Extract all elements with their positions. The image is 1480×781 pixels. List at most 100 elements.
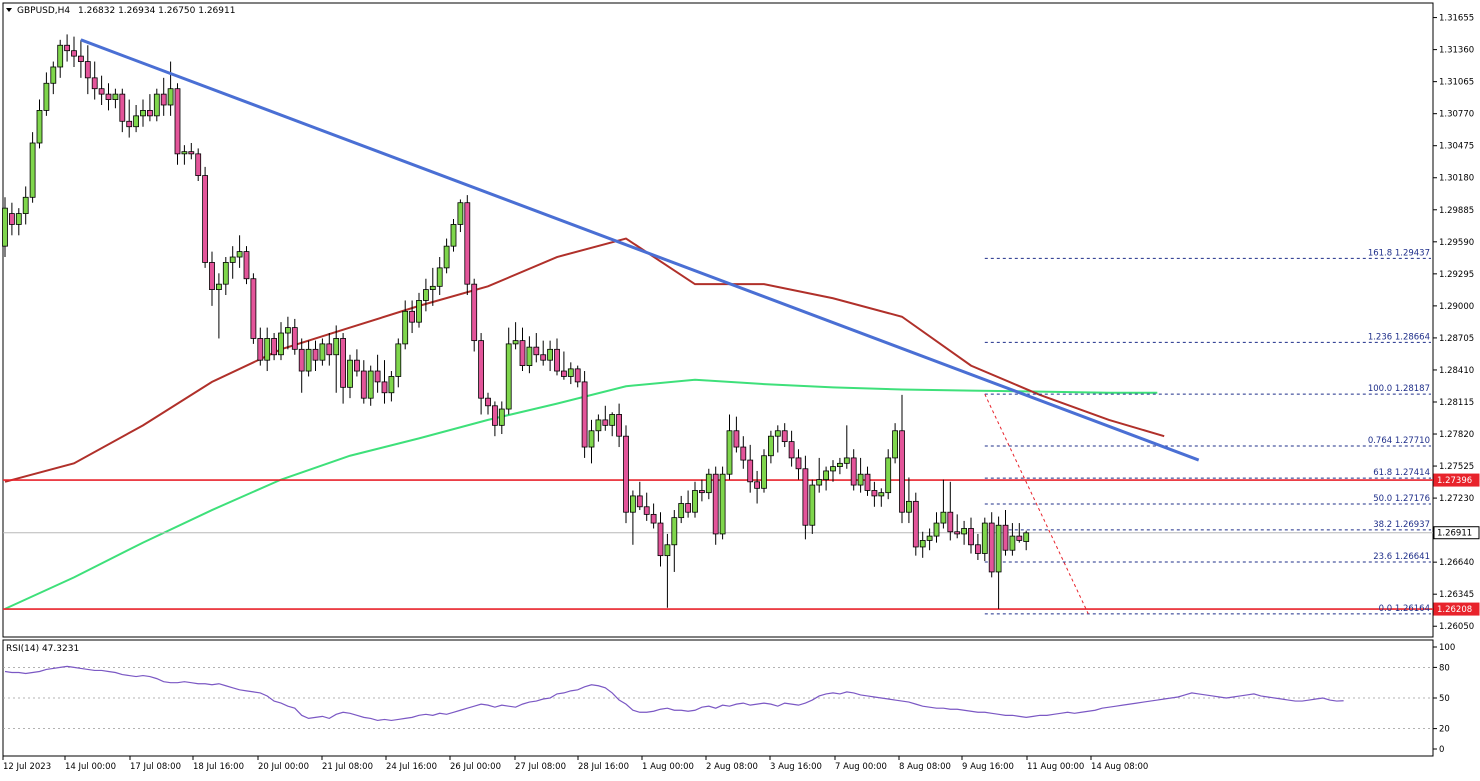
x-tick-label: 9 Aug 16:00: [962, 762, 1014, 772]
candle-bull: [692, 490, 698, 513]
candle-bear: [636, 495, 643, 508]
x-tick-label: 3 Aug 16:00: [770, 762, 822, 772]
candle-bear: [623, 435, 629, 513]
candle-bear: [64, 44, 70, 52]
candle-bull: [395, 343, 402, 377]
fib-level-label: 0.764 1.27710: [1368, 436, 1430, 446]
candle-bear: [650, 513, 657, 524]
candle-bull: [761, 455, 767, 489]
candlesticks: [2, 34, 1030, 609]
candle-bull: [671, 517, 678, 546]
candle-bear: [326, 343, 333, 356]
candle-bear: [740, 446, 747, 461]
candle-bull: [2, 207, 8, 247]
candle-bull: [595, 419, 602, 432]
candle-bear: [912, 500, 919, 548]
candle-bull: [940, 511, 947, 524]
candle-bull: [878, 492, 885, 497]
y-tick-label: 1.26050: [1439, 622, 1474, 632]
candle-bear: [533, 346, 540, 356]
rsi-tick-label: 20: [1439, 725, 1450, 735]
y-tick-label: 1.29590: [1439, 238, 1474, 248]
fib-level-label: 161.8 1.29437: [1368, 248, 1430, 258]
y-tick-label: 1.27230: [1439, 494, 1474, 504]
y-tick-label: 1.28705: [1439, 334, 1474, 344]
candle-bull: [981, 522, 988, 554]
candle-bear: [464, 202, 471, 285]
candle-bull: [885, 457, 892, 494]
candle-bear: [850, 457, 857, 486]
candle-bear: [174, 88, 181, 155]
candle-bear: [968, 528, 974, 546]
y-tick-label: 1.29000: [1439, 302, 1474, 312]
candle-bull: [22, 196, 29, 214]
candle-bear: [1016, 535, 1023, 541]
y-tick-label: 1.27525: [1439, 462, 1474, 472]
rsi-y-axis: 100 80 50 20 0: [1433, 643, 1455, 755]
candle-bear: [202, 175, 209, 263]
candle-bull: [15, 213, 22, 225]
candle-bull: [719, 473, 726, 535]
dropdown-triangle-icon[interactable]: [6, 8, 12, 12]
candle-bull: [367, 370, 374, 399]
fib-level-label: 50.0 1.27176: [1373, 494, 1430, 504]
candle-bull: [705, 473, 712, 494]
candle-bear: [685, 503, 691, 513]
candle-bear: [478, 340, 485, 399]
y-tick-label: 1.29295: [1439, 270, 1474, 280]
candle-bull: [816, 479, 823, 486]
bearish-trendline: [80, 38, 1200, 462]
candle-bull: [388, 376, 395, 394]
candle-bear: [291, 327, 298, 350]
candle-bull: [264, 338, 271, 361]
candle-bear: [298, 348, 305, 372]
candle-bull: [215, 283, 222, 290]
candle-bull: [429, 285, 436, 290]
x-tick-label: 12 Jul 2023: [3, 762, 51, 772]
x-tick-label: 8 Aug 08:00: [899, 762, 951, 772]
fib-level-label: 100.0 1.28187: [1368, 384, 1430, 394]
x-tick-label: 20 Jul 00:00: [258, 762, 309, 772]
candle-bear: [871, 490, 878, 497]
candle-bear: [975, 544, 981, 554]
candle-bull: [57, 44, 64, 68]
candle-bear: [312, 348, 319, 361]
candle-bear: [864, 473, 871, 491]
candle-bear: [119, 93, 126, 122]
rsi-tick-label: 50: [1439, 694, 1450, 704]
candle-bull: [837, 462, 843, 467]
candle-bull: [526, 346, 533, 367]
fib-level-label: 1.236 1.28664: [1368, 332, 1430, 342]
candle-bear: [802, 468, 809, 526]
candle-bear: [554, 348, 560, 372]
candle-bear: [374, 370, 381, 383]
candle-bull: [402, 310, 409, 345]
price-tags: 1.27396 1.26911 1.26208: [1433, 473, 1480, 616]
candle-bull: [284, 327, 291, 334]
candle-bear: [78, 55, 84, 62]
candle-bear: [747, 459, 754, 483]
candle-bear: [540, 354, 547, 361]
candle-bear: [271, 338, 278, 356]
trendline[interactable]: [80, 38, 1200, 462]
rsi-tick-label: 0: [1439, 745, 1444, 755]
y-tick-label: 1.31065: [1439, 78, 1474, 88]
symbol-label: GBPUSD,H4: [17, 6, 70, 16]
candle-bull: [457, 202, 464, 225]
fib-level-label: 38.2 1.26937: [1373, 520, 1430, 530]
candle-bear: [491, 405, 498, 426]
candle-bull: [995, 524, 1002, 573]
ma-slow-path: [4, 237, 1165, 483]
candle-bear: [243, 251, 250, 280]
price-tag-label: 1.27396: [1437, 476, 1472, 486]
price-tag-box: [1433, 526, 1480, 540]
price-tag-box: [1433, 602, 1480, 616]
y-tick-label: 1.30475: [1439, 142, 1474, 152]
fibonacci-retracement[interactable]: 161.8 1.29437 1.236 1.28664 100.0 1.28187 0…: [984, 248, 1431, 615]
candle-bull: [830, 466, 836, 472]
x-tick-label: 28 Jul 16:00: [578, 762, 629, 772]
candle-bear: [581, 381, 588, 448]
candle-bear: [98, 88, 105, 95]
